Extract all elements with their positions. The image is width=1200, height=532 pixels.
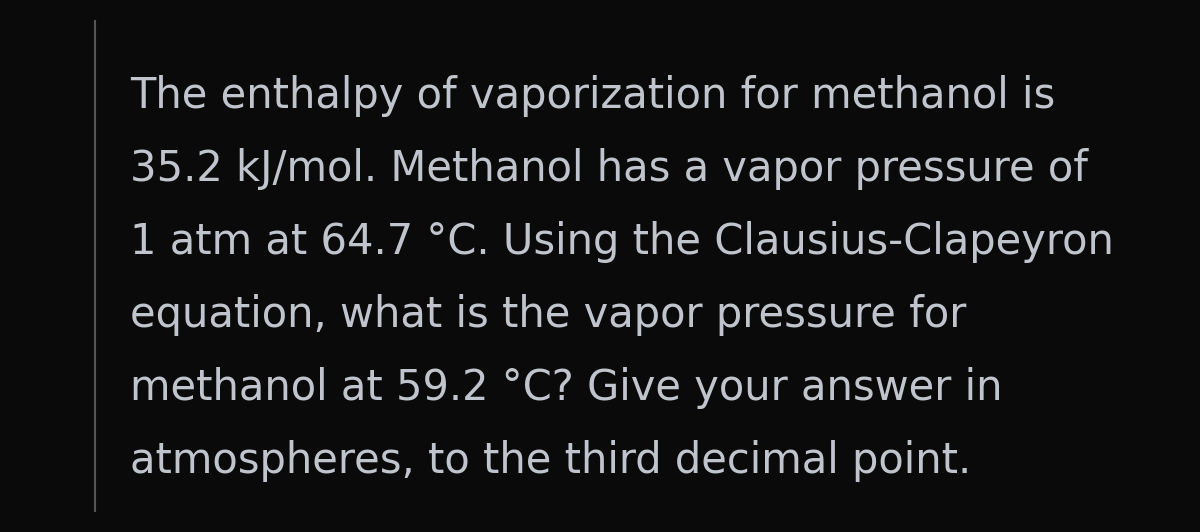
Text: 1 atm at 64.7 °C. Using the Clausius-Clapeyron: 1 atm at 64.7 °C. Using the Clausius-Cla…	[130, 221, 1114, 263]
Text: The enthalpy of vaporization for methanol is: The enthalpy of vaporization for methano…	[130, 75, 1055, 117]
Text: 35.2 kJ/mol. Methanol has a vapor pressure of: 35.2 kJ/mol. Methanol has a vapor pressu…	[130, 148, 1088, 190]
Text: atmospheres, to the third decimal point.: atmospheres, to the third decimal point.	[130, 440, 971, 482]
Text: methanol at 59.2 °C? Give your answer in: methanol at 59.2 °C? Give your answer in	[130, 367, 1002, 409]
Text: equation, what is the vapor pressure for: equation, what is the vapor pressure for	[130, 294, 966, 336]
